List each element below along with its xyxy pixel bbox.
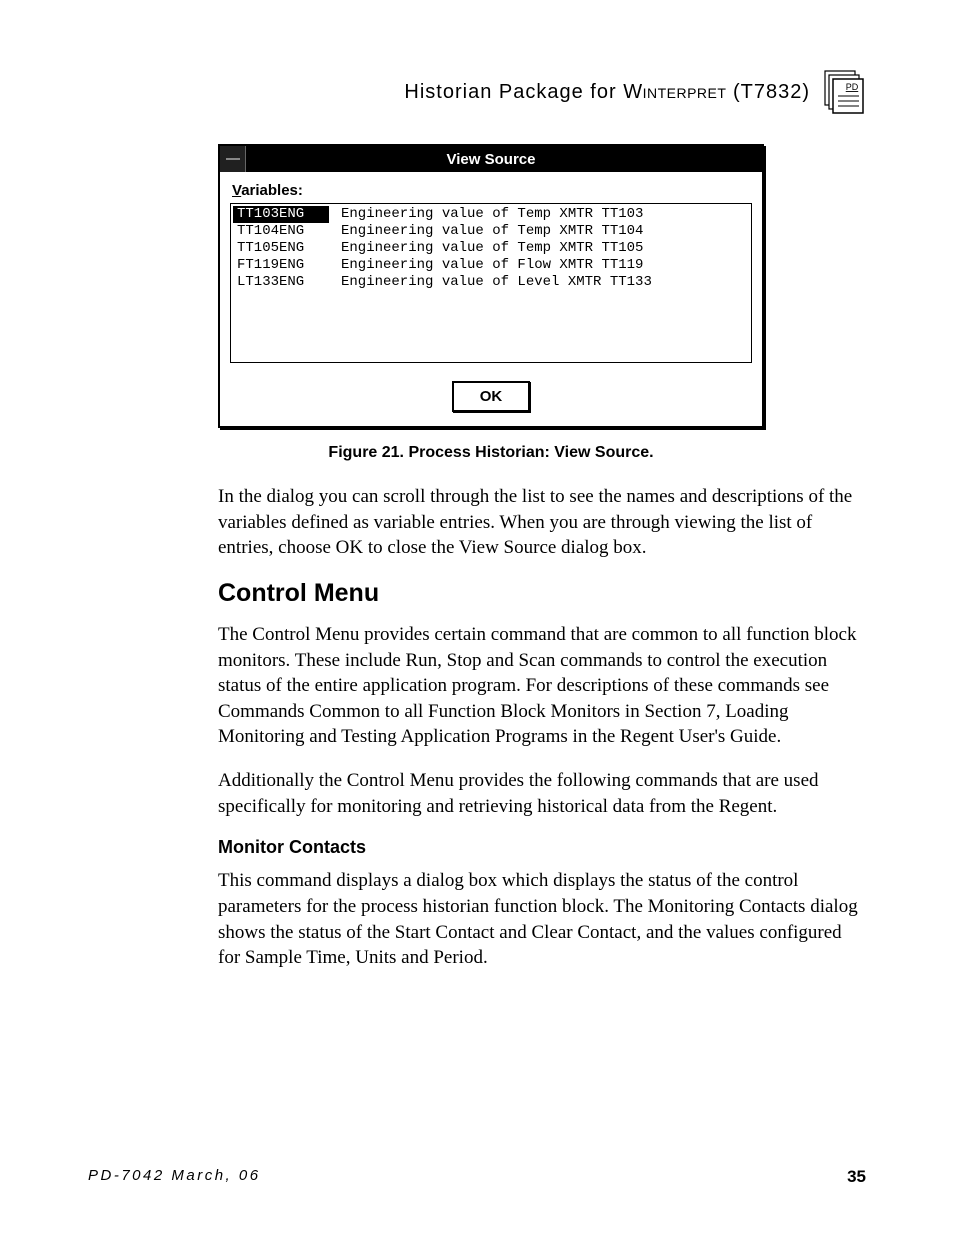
variable-desc: Engineering value of Flow XMTR TT119 <box>329 257 643 274</box>
variable-name: TT104ENG <box>233 223 329 240</box>
footer-doc-id: PD-7042 March, 06 <box>88 1167 261 1187</box>
list-item[interactable]: TT104ENG Engineering value of Temp XMTR … <box>233 223 749 240</box>
system-menu-button[interactable] <box>220 146 246 172</box>
dialog-title: View Source <box>246 151 762 168</box>
variable-desc: Engineering value of Level XMTR TT133 <box>329 274 652 291</box>
header-prefix: Historian Package for <box>404 81 623 103</box>
dialog-titlebar: View Source <box>220 146 762 172</box>
variables-accel: V <box>232 182 241 199</box>
variables-label: Variables: <box>232 182 752 199</box>
list-item[interactable]: LT133ENG Engineering value of Level XMTR… <box>233 274 749 291</box>
figure-caption: Figure 21. Process Historian: View Sourc… <box>218 444 764 462</box>
variable-desc: Engineering value of Temp XMTR TT105 <box>329 240 643 257</box>
list-item[interactable]: TT103ENG Engineering value of Temp XMTR … <box>233 206 749 223</box>
view-source-dialog: View Source Variables: TT103ENG Engineer… <box>218 144 764 428</box>
body-paragraph: Additionally the Control Menu provides t… <box>218 768 858 819</box>
footer-page-number: 35 <box>847 1167 866 1187</box>
body-paragraph: The Control Menu provides certain comman… <box>218 622 858 750</box>
ok-button[interactable]: OK <box>452 381 531 412</box>
header-product: Winterpret <box>623 81 726 103</box>
variable-desc: Engineering value of Temp XMTR TT103 <box>329 206 643 223</box>
variable-name: FT119ENG <box>233 257 329 274</box>
variable-desc: Engineering value of Temp XMTR TT104 <box>329 223 643 240</box>
list-item[interactable]: FT119ENG Engineering value of Flow XMTR … <box>233 257 749 274</box>
header-title: Historian Package for Winterpret (T7832) <box>404 81 810 104</box>
system-menu-icon <box>226 158 240 160</box>
header-code: (T7832) <box>726 81 810 103</box>
body-paragraph: This command displays a dialog box which… <box>218 868 858 971</box>
page-header: Historian Package for Winterpret (T7832)… <box>88 70 866 114</box>
variables-listbox[interactable]: TT103ENG Engineering value of Temp XMTR … <box>230 203 752 363</box>
variable-name: TT105ENG <box>233 240 329 257</box>
subsection-heading: Monitor Contacts <box>218 837 858 858</box>
page-footer: PD-7042 March, 06 35 <box>88 1167 866 1187</box>
document-stack-icon: PD <box>824 70 866 114</box>
variable-name: TT103ENG <box>233 206 329 223</box>
body-paragraph: In the dialog you can scroll through the… <box>218 484 858 561</box>
list-item[interactable]: TT105ENG Engineering value of Temp XMTR … <box>233 240 749 257</box>
variables-rest: ariables: <box>241 182 303 199</box>
variable-name: LT133ENG <box>233 274 329 291</box>
section-heading: Control Menu <box>218 579 858 608</box>
doc-icon-label: PD <box>846 82 859 92</box>
